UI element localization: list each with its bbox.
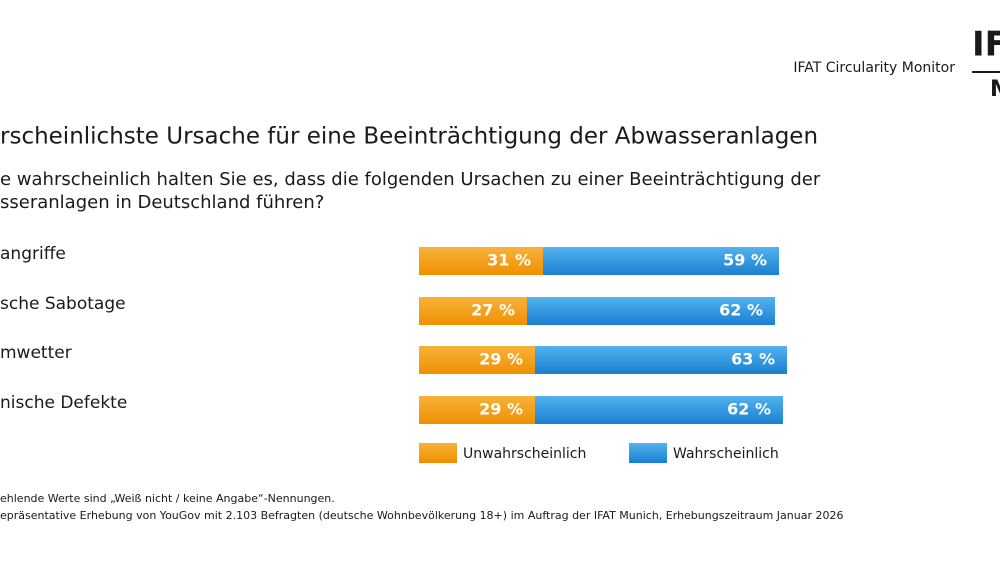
header: IFAT Circularity Monitor [793, 60, 955, 76]
category-label: nische Defekte [0, 393, 127, 413]
legend-label: Unwahrscheinlich [463, 446, 586, 462]
legend-swatch [419, 443, 457, 463]
category-label: sche Sabotage [0, 294, 126, 314]
bar-segment [419, 396, 535, 424]
bar-segment [535, 346, 787, 374]
category-label: mwetter [0, 343, 72, 363]
chart-title: rscheinlichste Ursache für eine Beeinträ… [0, 124, 818, 150]
bar-segment [535, 396, 783, 424]
value-label: 31 % [487, 251, 531, 270]
value-label: 63 % [731, 350, 775, 369]
bar-segment [527, 297, 775, 325]
note: epräsentative Erhebung von YouGov mit 2.… [0, 509, 843, 522]
note: ehlende Werte sind „Weiß nicht / keine A… [0, 492, 335, 505]
bar-segment [419, 247, 543, 275]
legend-label: Wahrscheinlich [673, 446, 779, 462]
value-label: 62 % [719, 301, 763, 320]
logo: IF [972, 25, 1000, 65]
bar-segment [543, 247, 779, 275]
value-label: 29 % [479, 400, 523, 419]
value-label: 29 % [479, 350, 523, 369]
value-label: 27 % [471, 301, 515, 320]
logo: M [990, 77, 1000, 102]
legend-swatch [629, 443, 667, 463]
category-label: angriffe [0, 244, 66, 264]
bar-segment [419, 297, 527, 325]
subtitle: e wahrscheinlich halten Sie es, dass die… [0, 169, 821, 190]
value-label: 59 % [723, 251, 767, 270]
bar-segment [419, 346, 535, 374]
value-label: 62 % [727, 400, 771, 419]
subtitle: sseranlagen in Deutschland führen? [0, 192, 324, 213]
